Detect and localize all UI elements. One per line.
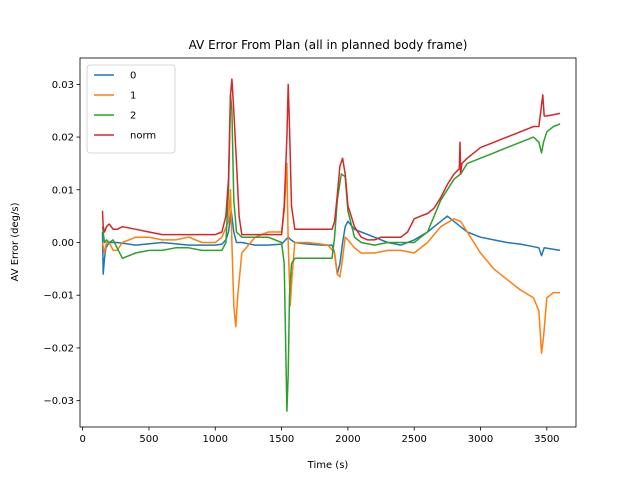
x-tick-label: 3000	[468, 434, 493, 445]
y-tick-label: 0.01	[52, 185, 74, 196]
series-layer	[101, 78, 561, 412]
y-tick-label: −0.03	[43, 396, 74, 407]
y-tick-label: 0.03	[52, 80, 74, 91]
y-tick-label: 0.02	[52, 133, 74, 144]
x-axis-label: Time (s)	[307, 460, 349, 471]
y-tick-label: −0.01	[43, 291, 74, 302]
chart-title: AV Error From Plan (all in planned body …	[189, 38, 468, 52]
x-tick-label: 1500	[269, 434, 294, 445]
legend-label-1: 1	[130, 91, 136, 102]
y-tick-label: −0.02	[43, 343, 74, 354]
legend-label-0: 0	[130, 71, 136, 82]
y-axis-label: AV Error (deg/s)	[10, 202, 21, 281]
series-line-norm	[101, 78, 561, 241]
series-line-2	[101, 94, 561, 412]
x-tick-label: 1000	[203, 434, 228, 445]
legend-label-norm: norm	[130, 131, 156, 142]
legend-label-2: 2	[130, 111, 136, 122]
legend: 0 1 2 norm	[86, 64, 176, 154]
y-tick-label: 0.00	[52, 238, 74, 249]
x-tick-label: 2000	[335, 434, 360, 445]
x-tick-label: 500	[139, 434, 158, 445]
x-tick-label: 3500	[534, 434, 559, 445]
y-axis: −0.03 −0.02 −0.01 0.00 0.01 0.02 0.03	[43, 80, 80, 407]
legend-box	[86, 64, 176, 154]
x-axis: 0 500 1000 1500 2000 2500 3000 3500	[79, 427, 560, 445]
x-tick-label: 0	[79, 434, 85, 445]
x-tick-label: 2500	[401, 434, 426, 445]
series-line-1	[101, 162, 561, 354]
